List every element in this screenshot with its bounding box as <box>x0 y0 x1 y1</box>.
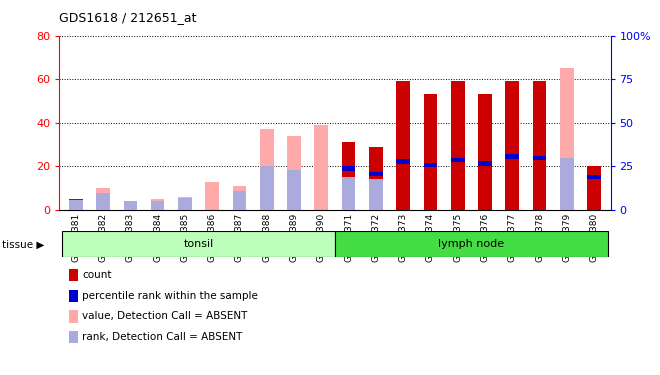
Text: GDS1618 / 212651_at: GDS1618 / 212651_at <box>59 11 197 24</box>
Bar <box>397 159 410 164</box>
Bar <box>123 204 137 210</box>
Text: percentile rank within the sample: percentile rank within the sample <box>82 291 258 301</box>
Bar <box>533 81 546 210</box>
Bar <box>397 81 410 210</box>
Bar <box>69 200 82 210</box>
Bar <box>150 201 164 210</box>
Bar <box>424 94 438 210</box>
Bar <box>451 158 465 162</box>
Text: tonsil: tonsil <box>183 239 214 249</box>
Bar <box>533 156 546 160</box>
Bar <box>96 188 110 210</box>
Bar <box>478 161 492 165</box>
Text: count: count <box>82 270 112 280</box>
Bar <box>62 231 335 257</box>
Bar <box>69 199 82 210</box>
Bar <box>314 125 328 210</box>
Bar <box>287 136 301 210</box>
Bar <box>178 197 191 210</box>
Bar <box>506 81 519 210</box>
Bar <box>560 68 574 210</box>
Bar <box>369 172 383 176</box>
Bar <box>150 199 164 210</box>
Bar <box>506 154 519 159</box>
Bar <box>342 177 356 210</box>
Text: rank, Detection Call = ABSENT: rank, Detection Call = ABSENT <box>82 332 243 342</box>
Bar <box>260 166 273 210</box>
Bar <box>587 175 601 180</box>
Bar <box>232 191 246 210</box>
Text: tissue ▶: tissue ▶ <box>2 240 44 249</box>
Bar <box>369 147 383 210</box>
Bar <box>451 81 465 210</box>
Bar <box>232 186 246 210</box>
Bar <box>560 158 574 210</box>
Bar <box>478 94 492 210</box>
Bar <box>587 166 601 210</box>
Bar <box>178 198 191 210</box>
Bar <box>287 170 301 210</box>
Bar <box>96 193 110 210</box>
Bar <box>123 201 137 210</box>
Bar <box>342 166 356 171</box>
Text: value, Detection Call = ABSENT: value, Detection Call = ABSENT <box>82 312 248 321</box>
Bar <box>342 142 356 210</box>
Bar <box>369 173 383 210</box>
Bar <box>424 163 438 167</box>
Bar <box>260 129 273 210</box>
Bar <box>369 178 383 210</box>
Text: lymph node: lymph node <box>438 239 504 249</box>
Bar <box>205 182 219 210</box>
Bar <box>335 231 608 257</box>
